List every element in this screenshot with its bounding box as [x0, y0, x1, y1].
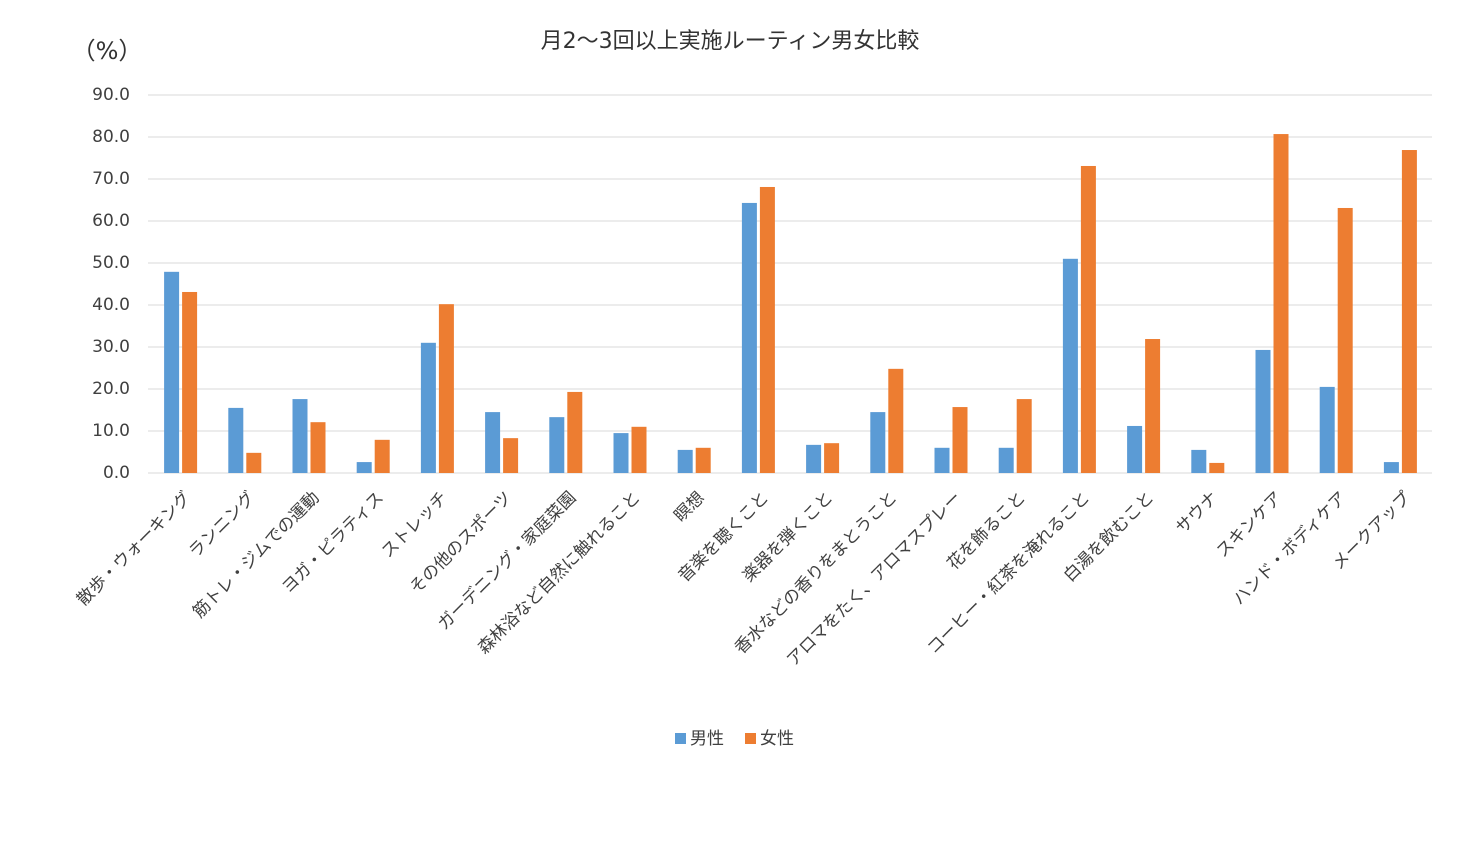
legend-label: 女性 — [760, 729, 794, 749]
bar — [952, 407, 968, 473]
x-tick-label: 散歩・ウォーキング — [73, 488, 195, 610]
bar — [1127, 425, 1143, 473]
bar — [741, 202, 757, 473]
bar — [824, 443, 840, 473]
bar — [1319, 386, 1335, 473]
bar — [695, 447, 711, 473]
bar — [246, 452, 262, 473]
bar — [1145, 339, 1161, 473]
bar — [1337, 207, 1353, 474]
legend-label: 男性 — [690, 729, 724, 749]
y-tick-label: 0.0 — [103, 463, 130, 483]
y-tick-label: 20.0 — [92, 379, 130, 399]
bar — [613, 433, 629, 473]
bar — [503, 438, 519, 473]
bar — [998, 447, 1014, 473]
y-tick-label: 90.0 — [92, 85, 130, 105]
bar — [1273, 134, 1289, 473]
bar — [374, 439, 390, 473]
bar — [356, 462, 372, 473]
bar — [1016, 399, 1032, 473]
x-tick-label: 筋トレ・ジムでの運動 — [189, 488, 323, 622]
bar — [1191, 449, 1207, 473]
bar — [1401, 150, 1417, 473]
bar — [806, 444, 822, 473]
bar — [1383, 462, 1399, 473]
bar — [420, 342, 436, 473]
y-tick-label: 50.0 — [92, 253, 130, 273]
bar — [438, 304, 454, 473]
bar — [631, 426, 647, 473]
bar — [1209, 462, 1225, 473]
bar — [888, 368, 904, 473]
bar — [870, 412, 886, 473]
x-tick-label: ハンド・ボディケア — [1229, 487, 1351, 609]
bar — [310, 422, 326, 473]
bar — [292, 399, 308, 473]
bar — [677, 449, 693, 473]
y-tick-label: 80.0 — [92, 127, 130, 147]
legend-swatch — [675, 733, 686, 744]
bar — [1255, 349, 1271, 473]
x-tick-label: サウナ — [1172, 488, 1222, 538]
bar — [164, 271, 180, 473]
legend-swatch — [745, 733, 756, 744]
y-tick-label: 10.0 — [92, 421, 130, 441]
x-tick-label: 瞑想 — [671, 488, 709, 526]
y-tick-label: 30.0 — [92, 337, 130, 357]
bar — [1062, 258, 1078, 473]
bar — [549, 417, 565, 473]
bar — [182, 291, 198, 473]
bar — [228, 407, 244, 473]
bar — [934, 447, 950, 473]
bar — [1080, 165, 1096, 474]
y-tick-label: 60.0 — [92, 211, 130, 231]
y-tick-label: 40.0 — [92, 295, 130, 315]
bar — [759, 186, 775, 474]
y-tick-label: 70.0 — [92, 169, 130, 189]
chart-title: 月2〜3回以上実施ルーティン男女比較 — [541, 29, 920, 54]
bar — [485, 412, 501, 473]
bar — [567, 391, 583, 473]
y-axis-label: （%） — [72, 37, 143, 65]
